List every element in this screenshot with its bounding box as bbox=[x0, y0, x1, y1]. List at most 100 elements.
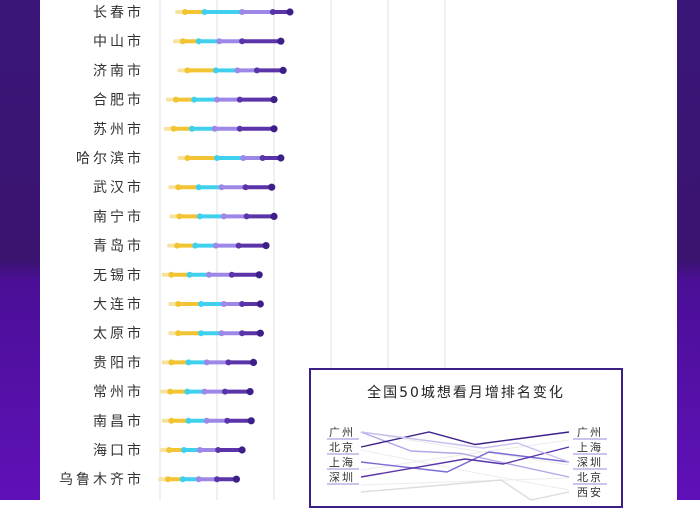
data-point bbox=[218, 184, 225, 191]
data-point bbox=[175, 301, 182, 307]
rank-left-label: 深圳 bbox=[329, 471, 355, 484]
data-point bbox=[270, 96, 278, 104]
rank-right-label: 西安 bbox=[577, 485, 603, 499]
data-point bbox=[256, 329, 264, 337]
data-point bbox=[262, 242, 270, 250]
city-label: 哈尔滨市 bbox=[76, 150, 144, 167]
data-point bbox=[234, 67, 241, 74]
city-label: 无锡市 bbox=[93, 267, 144, 284]
data-point bbox=[239, 301, 246, 307]
rank-left-label: 广州 bbox=[329, 426, 355, 439]
rank-line bbox=[360, 439, 570, 471]
city-label: 大连市 bbox=[93, 296, 144, 313]
data-point bbox=[198, 330, 205, 337]
city-label: 合肥市 bbox=[93, 92, 144, 109]
city-label: 济南市 bbox=[93, 62, 144, 79]
data-point bbox=[277, 154, 285, 162]
data-point bbox=[179, 476, 186, 483]
data-point bbox=[168, 417, 175, 424]
data-point bbox=[286, 8, 294, 16]
rank-right-label: 广州 bbox=[577, 426, 603, 439]
data-point bbox=[242, 184, 249, 191]
data-point bbox=[235, 242, 242, 249]
rank-chart-title: 全国50城想看月增排名变化 bbox=[367, 385, 565, 401]
data-point bbox=[180, 447, 187, 453]
data-point bbox=[201, 9, 208, 15]
data-point bbox=[246, 388, 254, 396]
data-point bbox=[166, 447, 173, 453]
data-point bbox=[247, 417, 255, 425]
city-label: 苏州市 bbox=[93, 121, 144, 138]
rank-left-label: 北京 bbox=[329, 440, 355, 454]
data-point bbox=[175, 184, 182, 191]
data-point bbox=[220, 213, 227, 220]
rank-line bbox=[360, 446, 570, 478]
city-label: 南宁市 bbox=[93, 208, 144, 225]
data-point bbox=[243, 213, 250, 220]
data-point bbox=[212, 242, 219, 249]
data-point bbox=[236, 96, 243, 103]
data-point bbox=[172, 96, 179, 103]
city-label: 海口市 bbox=[93, 442, 144, 459]
data-point bbox=[270, 212, 278, 220]
data-point bbox=[240, 155, 247, 161]
data-point bbox=[277, 37, 285, 45]
data-point bbox=[175, 330, 182, 337]
data-point bbox=[249, 358, 258, 366]
data-point bbox=[228, 271, 235, 278]
data-point bbox=[255, 271, 263, 279]
city-label: 长春市 bbox=[93, 4, 144, 21]
data-point bbox=[239, 38, 246, 45]
data-point bbox=[214, 96, 220, 103]
data-point bbox=[212, 67, 219, 74]
data-point bbox=[170, 125, 177, 132]
data-point bbox=[253, 67, 260, 74]
rank-line bbox=[360, 479, 570, 501]
rank-change-panel: 全国50城想看月增排名变化 广州 北京 上海 深圳 广州 上海 深圳 北京 西安 bbox=[309, 368, 623, 508]
data-point bbox=[206, 271, 213, 278]
city-label: 中山市 bbox=[93, 33, 144, 50]
data-point bbox=[203, 417, 210, 424]
data-point bbox=[195, 38, 202, 45]
data-point bbox=[182, 9, 189, 15]
data-point bbox=[236, 125, 243, 132]
data-point bbox=[216, 38, 223, 45]
rank-line bbox=[360, 449, 570, 491]
data-point bbox=[269, 9, 276, 15]
data-point bbox=[196, 447, 203, 453]
city-label: 南昌市 bbox=[93, 413, 144, 430]
city-label: 常州市 bbox=[93, 384, 144, 401]
rank-right-label: 北京 bbox=[577, 470, 603, 484]
rank-left-label: 上海 bbox=[329, 455, 355, 469]
city-label: 贵阳市 bbox=[93, 354, 144, 371]
data-point bbox=[256, 300, 264, 308]
data-point bbox=[188, 125, 195, 132]
data-point bbox=[167, 388, 174, 395]
data-point bbox=[214, 155, 220, 161]
rank-line bbox=[360, 477, 570, 486]
data-point bbox=[185, 359, 192, 366]
city-label: 乌鲁木齐市 bbox=[59, 471, 144, 488]
data-point bbox=[211, 125, 218, 132]
data-point bbox=[191, 96, 198, 103]
data-point bbox=[259, 155, 266, 161]
data-point bbox=[238, 446, 246, 454]
data-point bbox=[218, 330, 225, 337]
data-point bbox=[198, 301, 205, 307]
data-point bbox=[185, 417, 192, 424]
rank-line bbox=[360, 431, 570, 466]
data-point bbox=[184, 155, 191, 161]
data-point bbox=[186, 271, 193, 278]
data-point bbox=[215, 447, 222, 453]
rank-line bbox=[360, 431, 570, 448]
data-point bbox=[232, 475, 240, 483]
data-point bbox=[195, 476, 202, 483]
data-point bbox=[239, 330, 246, 337]
data-point bbox=[164, 476, 171, 483]
data-point bbox=[192, 242, 199, 249]
city-label: 武汉市 bbox=[93, 179, 144, 196]
data-point bbox=[179, 38, 186, 45]
